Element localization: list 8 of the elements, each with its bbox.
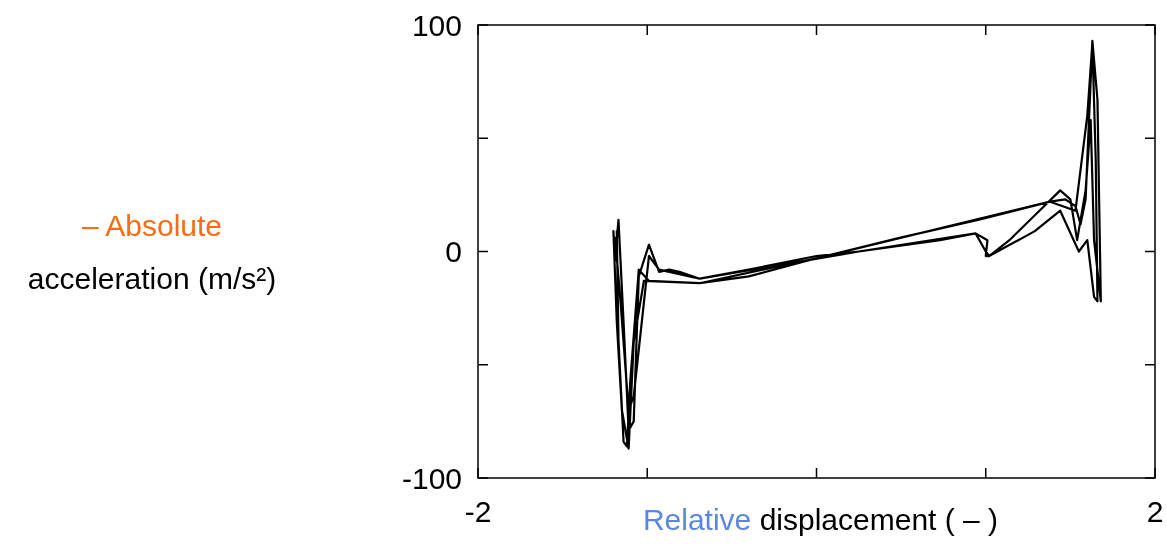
x-tick-label: -2: [464, 495, 492, 528]
x-tick-label: 2: [1146, 495, 1164, 528]
line-series: [612, 39, 1102, 450]
y-tick-label: 0: [445, 235, 462, 268]
y-axis-title: – Absolute acceleration (m/s²): [27, 209, 277, 295]
y-tick-label: 100: [411, 8, 462, 42]
x-axis-title: Relative displacement ( – ): [642, 503, 999, 536]
y-tick-label: -100: [401, 461, 462, 495]
